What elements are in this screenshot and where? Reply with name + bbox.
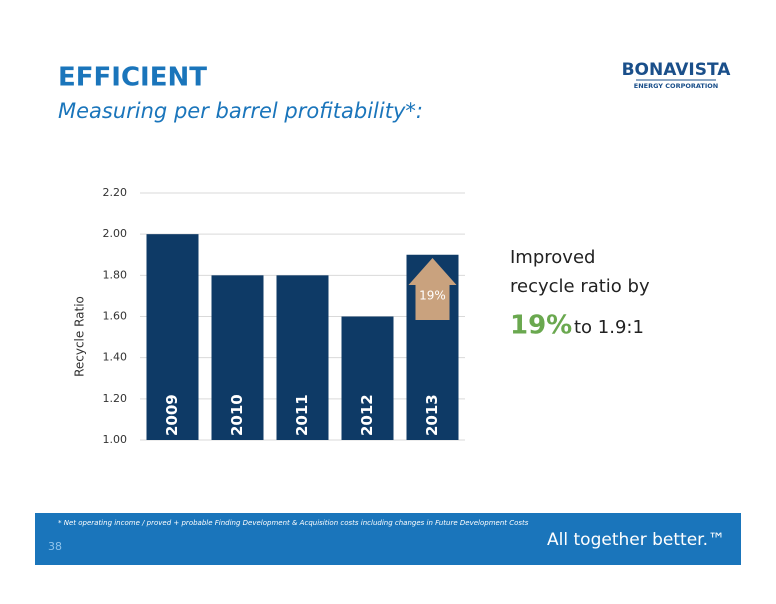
- annotation-label: 19%: [419, 289, 446, 303]
- chart: 1.00 1.20 1.40 1.60 1.80 2.00 2.20 Recycle Rati…: [73, 186, 465, 446]
- x-tick-label: 2009: [163, 394, 181, 436]
- bar: [211, 275, 264, 440]
- y-tick-label: 2.20: [103, 186, 128, 199]
- y-tick-label: 1.00: [103, 433, 128, 446]
- y-tick-label: 1.60: [103, 310, 128, 323]
- y-axis-label: Recycle Ratio: [73, 296, 87, 377]
- callout-rest: to 1.9:1: [574, 317, 644, 338]
- callout-line: recycle ratio by: [510, 276, 650, 297]
- x-tick-label: 2012: [358, 394, 376, 436]
- y-tick-label: 1.80: [103, 268, 128, 281]
- y-tick-label: 2.00: [103, 227, 128, 240]
- logo-tagline: ENERGY CORPORATION: [634, 82, 718, 90]
- callout-line: Improved: [510, 247, 595, 268]
- callout-highlight: 19%: [510, 311, 572, 341]
- logo-name: BONAVISTA: [622, 60, 732, 80]
- y-tick-label: 1.20: [103, 392, 128, 405]
- footnote: * Net operating income / proved + probab…: [58, 519, 529, 527]
- x-tick-label: 2013: [423, 394, 441, 436]
- bar: [341, 316, 394, 440]
- page-number: 38: [48, 540, 62, 553]
- x-tick-label: 2011: [293, 394, 311, 436]
- y-tick-label: 1.40: [103, 351, 128, 364]
- x-tick-label: 2010: [228, 394, 246, 436]
- bar: [276, 275, 329, 440]
- bar: [146, 234, 199, 440]
- title: EFFICIENT: [58, 63, 207, 93]
- slogan: All together better.™: [547, 530, 725, 550]
- footer-band: [35, 513, 741, 565]
- annotation-arrow: [408, 258, 457, 320]
- subtitle: Measuring per barrel profitability*:: [58, 99, 423, 123]
